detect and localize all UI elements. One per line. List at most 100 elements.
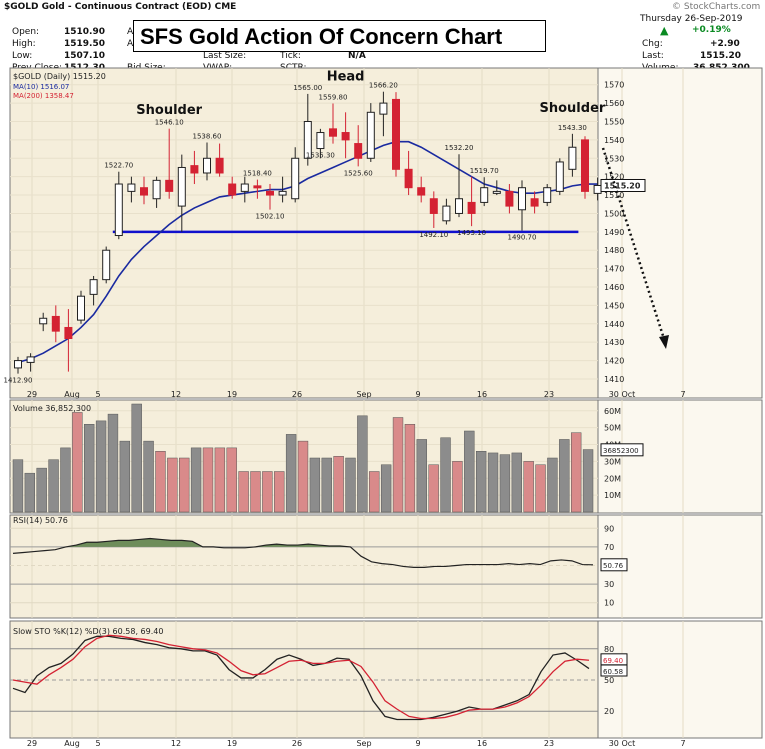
volume-bar [143,440,154,513]
volume-bar [226,447,237,513]
volume-bar [511,452,522,513]
rsi-legend: RSI(14) 50.76 [13,516,68,525]
candle-body [581,139,589,192]
volume-bar [464,430,475,513]
sto-y-tick: 50 [604,676,614,685]
rsi-panel [9,514,599,619]
stat-low-value: 1507.10 [64,51,105,61]
volume-bar [392,417,404,513]
price-annotation: 1565.00 [293,84,322,92]
volume-y-tick: 10M [604,491,621,500]
price-annotation: 1535.30 [306,152,335,160]
volume-bar [107,413,119,513]
pattern-label: Shoulder [136,103,202,118]
symbol-line: $GOLD Gold - Continuous Contract (EOD) C… [4,2,237,12]
candle-body [291,157,300,200]
rsi-y-tick: 30 [604,580,614,589]
candle-body [593,184,602,194]
volume-bar [333,456,344,513]
rsi-overbought-fill [13,538,593,547]
candle-body [165,179,174,192]
candle-body [14,360,22,369]
price-annotation: 1493.10 [457,229,486,237]
x-tick-label-bottom: 9 [415,739,420,748]
volume-last-label: 36852300 [603,447,639,455]
volume-bar [369,471,380,513]
volume-bar [24,472,36,513]
price-annotation: 1492.10 [419,231,448,239]
price-y-tick: 1480 [604,246,624,255]
candle-body [266,190,274,196]
volume-bar [559,439,570,513]
candle-body [228,183,237,196]
volume-bar [155,451,166,513]
stat-low-label: Low: [12,51,33,61]
candle-body [505,190,514,207]
x-tick-label-bottom: 7 [680,739,685,748]
sto-d-label: 69.40 [603,657,623,665]
volume-bar [475,451,487,513]
sto-legend: Slow STO %K(12) %D(3) 60.58, 69.40 [13,627,163,636]
price-annotation: 1518.40 [243,170,272,178]
x-tick-label: 30 Oct [609,390,636,399]
change-percent: +0.19% [692,25,731,35]
volume-bar [428,464,439,513]
x-tick-label-bottom: 23 [544,739,554,748]
chart-header: $GOLD Gold - Continuous Contract (EOD) C… [0,0,765,76]
x-tick-label-bottom: Aug [64,739,80,748]
x-tick-label-bottom: 19 [227,739,237,748]
volume-y-tick: 20M [604,474,621,483]
volume-bar [499,454,511,513]
price-annotation: 1502.10 [256,213,285,221]
candle-body [215,157,224,174]
ma10-legend: MA(10) 1516.07 [13,83,69,91]
price-legend: $GOLD (Daily) 1515.20 [13,72,106,81]
price-y-tick: 1450 [604,301,624,310]
volume-bar [570,432,582,513]
volume-bar [404,424,416,513]
last-price-marker [600,178,646,192]
price-annotation: 1538.60 [193,132,222,140]
price-annotation: 1532.20 [445,144,474,152]
x-tick-label: 19 [227,390,237,399]
rsi-line [12,537,594,568]
rsi-y-tick: 70 [604,543,614,552]
volume-bar [547,457,558,513]
candle-body [39,317,48,325]
candle-body [64,326,73,340]
price-annotation: 1519.70 [470,167,499,175]
x-tick-label: Aug [64,390,80,399]
sto-k-label: 60.58 [603,668,623,676]
rsi-y-tick: 10 [604,599,614,608]
volume-bar [321,457,332,513]
candle-body [102,249,111,281]
candle-body [253,185,262,189]
price-y-tick: 1530 [604,154,624,163]
x-tick-label: 12 [171,390,181,399]
price-annotation: 1525.60 [344,169,373,177]
stat-last-size: Last Size: [203,51,247,61]
stat-high-value: 1519.50 [64,39,105,49]
price-y-tick: 1470 [604,265,624,274]
volume-bar [487,452,499,513]
x-tick-label: 16 [477,390,487,399]
volume-bar [179,457,190,513]
volume-y-tick: 50M [604,424,621,433]
x-tick-label-bottom: 30 Oct [609,739,636,748]
candle-body [404,168,413,189]
ma10-line [17,140,598,364]
price-y-tick: 1570 [604,81,624,90]
x-tick-label-bottom: 16 [477,739,487,748]
volume-bar [72,412,83,513]
stat-last-value: 1515.20 [700,51,741,61]
candle-body [177,166,186,207]
candle-body [379,102,388,115]
candle-body [543,187,552,203]
candle-body [442,205,451,222]
volume-bar [416,439,427,513]
volume-y-tick: 30M [604,457,621,466]
volume-bar [582,449,594,513]
x-tick-label-bottom: 29 [27,739,37,748]
stat-chg-label: Chg: [642,39,663,49]
candle-body [77,295,85,321]
